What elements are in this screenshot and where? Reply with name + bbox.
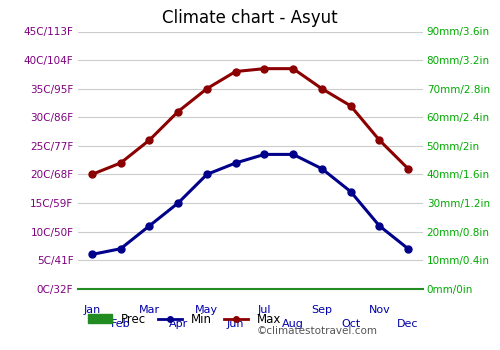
Legend: Prec, Min, Max: Prec, Min, Max [84,308,286,330]
Text: Jan: Jan [83,306,100,315]
Title: Climate chart - Asyut: Climate chart - Asyut [162,9,338,27]
Text: Mar: Mar [139,306,160,315]
Text: May: May [196,306,218,315]
Text: Jun: Jun [227,319,244,329]
Text: Sep: Sep [312,306,332,315]
Text: Jul: Jul [258,306,271,315]
Text: Oct: Oct [341,319,360,329]
Text: Aug: Aug [282,319,304,329]
Text: ©climatestotravel.com: ©climatestotravel.com [257,326,378,336]
Text: Dec: Dec [398,319,419,329]
Text: Apr: Apr [168,319,188,329]
Text: Feb: Feb [111,319,130,329]
Text: Nov: Nov [368,306,390,315]
